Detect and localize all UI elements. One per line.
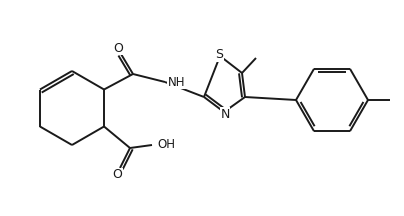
Text: O: O (112, 168, 122, 181)
Text: NH: NH (168, 76, 185, 89)
Text: OH: OH (157, 138, 175, 151)
Text: O: O (113, 41, 123, 54)
Text: N: N (220, 108, 230, 121)
Text: S: S (215, 49, 223, 62)
